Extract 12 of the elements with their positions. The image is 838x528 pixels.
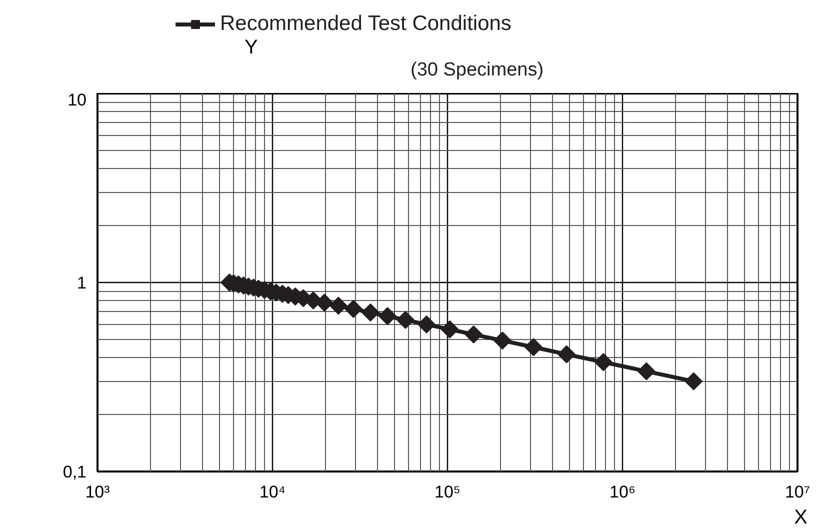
y-axis-title: Y [244, 36, 258, 58]
x-axis-title: X [794, 506, 808, 528]
y-tick-label: 10 [68, 90, 87, 110]
x-tick-label: 10⁷ [784, 482, 810, 502]
x-tick-label: 10⁴ [259, 482, 286, 502]
legend-label: Recommended Test Conditions [220, 12, 512, 36]
text: (30 Specimens) [410, 60, 544, 80]
x-tick-label: 10⁵ [434, 482, 460, 502]
x-tick-label: 10³ [85, 482, 110, 502]
x-tick-label: 10⁶ [610, 482, 636, 502]
y-tick-label: 1 [77, 274, 87, 292]
y-tick-label: 0,1 [62, 462, 87, 482]
